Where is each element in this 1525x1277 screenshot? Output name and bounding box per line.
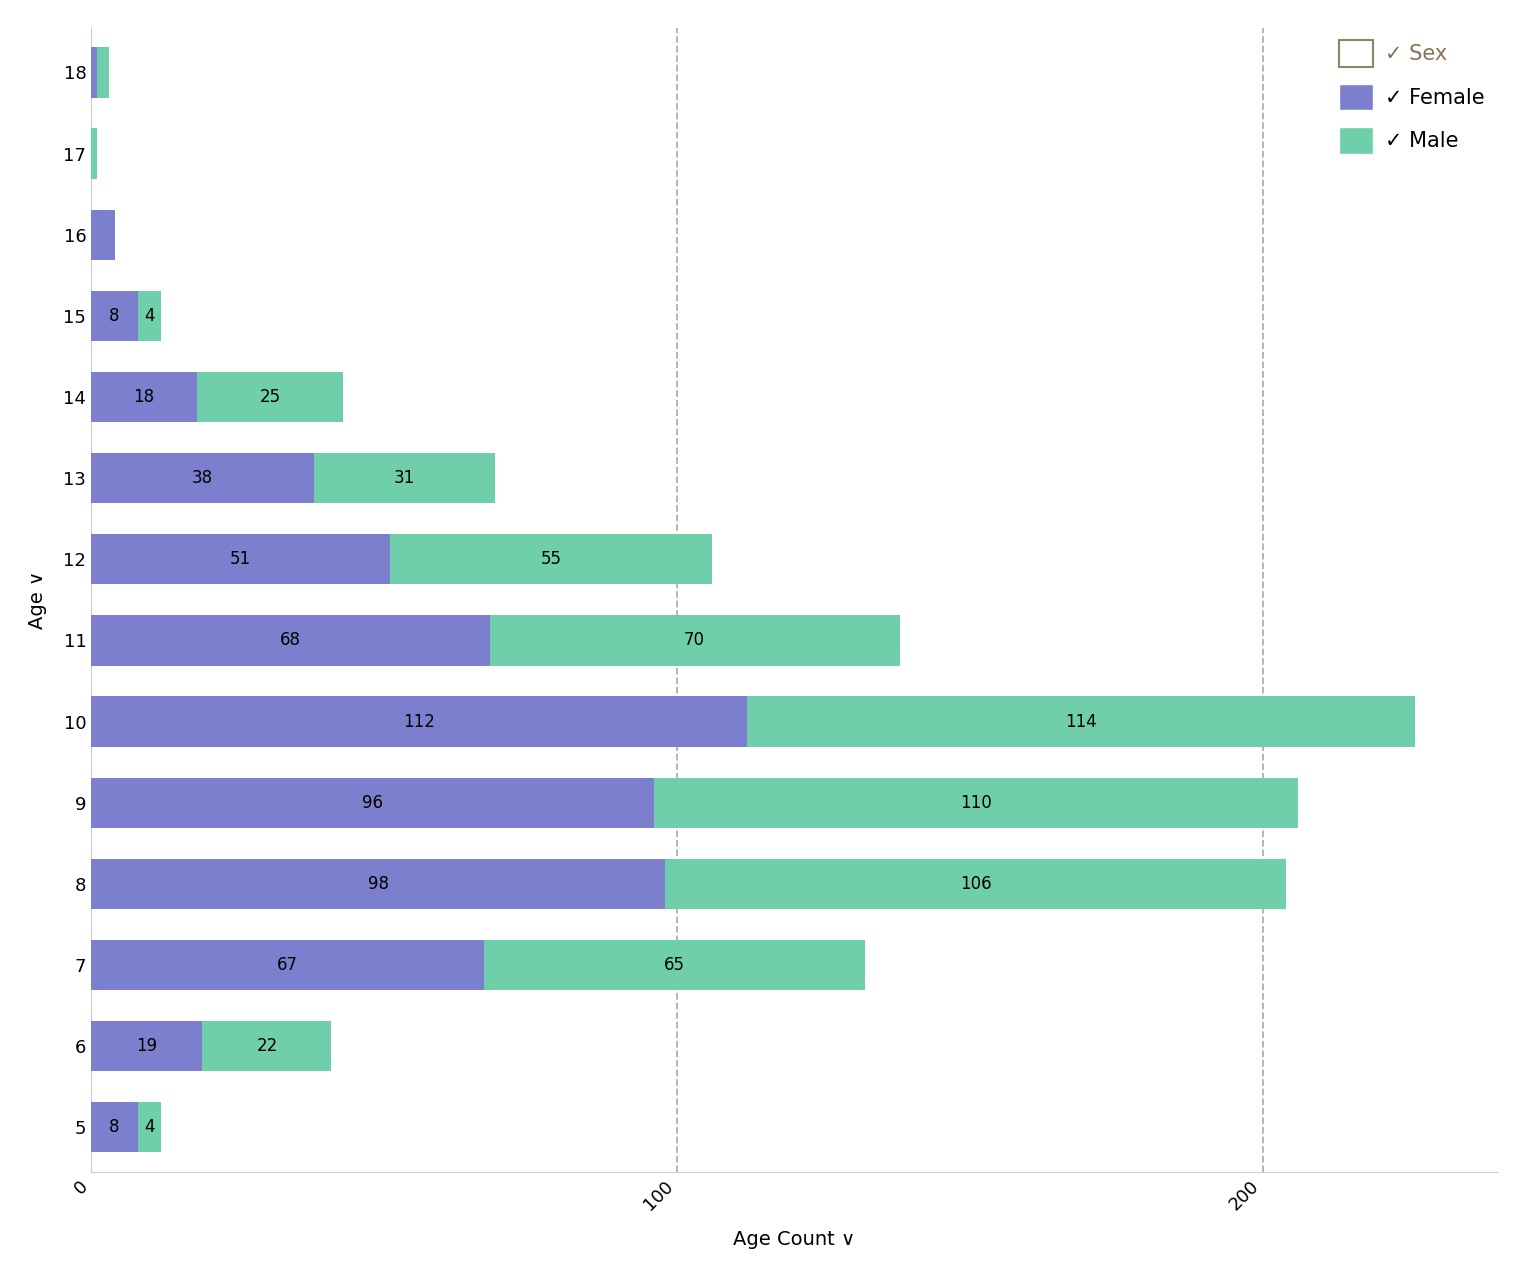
Bar [92,47,98,97]
Bar [92,291,139,341]
Text: 114: 114 [1066,713,1096,730]
Bar [92,778,654,827]
Text: 8: 8 [110,306,120,324]
Legend: ✓ Sex, ✓ Female, ✓ Male: ✓ Sex, ✓ Female, ✓ Male [1331,32,1493,162]
Bar [92,534,390,585]
Bar [92,616,490,665]
Text: 25: 25 [259,388,281,406]
Bar [92,940,483,990]
Bar [92,696,747,747]
Text: 38: 38 [192,469,214,487]
Bar [92,858,665,909]
Bar [92,209,114,259]
Text: 70: 70 [685,631,705,650]
Text: 65: 65 [663,956,685,974]
Text: 8: 8 [110,1119,120,1137]
Text: 98: 98 [368,875,389,893]
Bar [139,291,162,341]
Y-axis label: Age ∨: Age ∨ [27,571,47,630]
Text: 96: 96 [361,794,383,812]
Bar [490,616,900,665]
Bar [92,1022,203,1071]
Text: 4: 4 [145,1119,156,1137]
Text: 31: 31 [393,469,415,487]
Text: 112: 112 [403,713,435,730]
Bar [314,453,496,503]
Text: 4: 4 [145,306,156,324]
Bar [483,940,865,990]
Text: 18: 18 [133,388,154,406]
Bar [197,372,343,423]
Text: 68: 68 [281,631,300,650]
Bar [92,1102,139,1152]
Bar [92,372,197,423]
Bar [139,1102,162,1152]
Text: 19: 19 [136,1037,157,1055]
Bar [654,778,1298,827]
Bar [390,534,712,585]
X-axis label: Age Count ∨: Age Count ∨ [734,1230,856,1249]
Text: 55: 55 [540,550,561,568]
Bar [747,696,1415,747]
Text: 51: 51 [230,550,252,568]
Text: 110: 110 [959,794,991,812]
Text: 67: 67 [278,956,297,974]
Bar [92,129,98,179]
Text: 22: 22 [256,1037,278,1055]
Bar [203,1022,331,1071]
Text: 106: 106 [961,875,991,893]
Bar [92,453,314,503]
Bar [98,47,108,97]
Bar [665,858,1286,909]
